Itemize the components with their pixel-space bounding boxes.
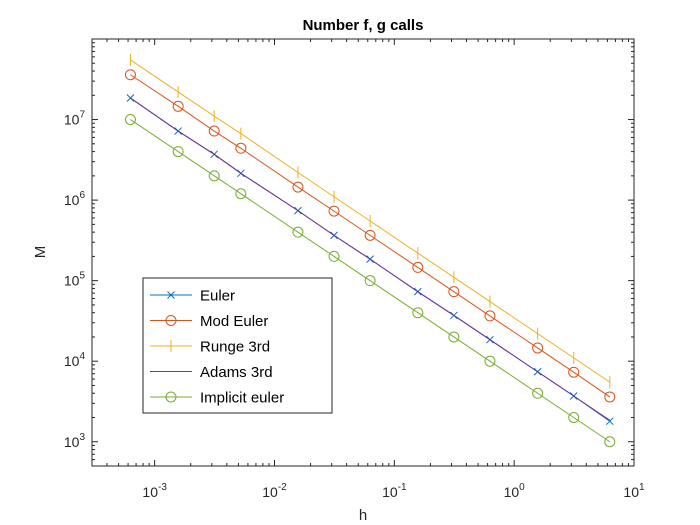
data-point <box>448 286 460 298</box>
y-tick-label: 104 <box>64 351 86 369</box>
x-axis-ticks: 10-3 10-2 10-1 100 101 <box>91 39 645 500</box>
legend-label: Mod Euler <box>200 313 268 330</box>
y-tick-label: 106 <box>64 190 86 208</box>
data-point <box>208 125 220 137</box>
series-runge-3rd <box>129 53 611 389</box>
data-point <box>568 412 580 424</box>
legend: Euler Mod Euler Runge 3rd Adams 3rd Implicit… <box>142 277 333 414</box>
x-tick-label: 10-1 <box>382 482 407 500</box>
chart-title: Number f, g calls <box>303 17 424 34</box>
y-axis-label: M <box>32 246 49 259</box>
x-tick-label: 10-3 <box>142 482 167 500</box>
data-point <box>172 100 184 112</box>
legend-label: Runge 3rd <box>200 339 270 356</box>
x-axis-label: h <box>359 507 367 524</box>
data-point <box>532 387 544 399</box>
data-point <box>124 69 136 81</box>
data-point <box>604 436 616 448</box>
data-point <box>235 188 247 200</box>
data-point <box>328 250 340 262</box>
series-adams-3rd <box>130 97 611 421</box>
data-point <box>208 170 220 182</box>
data-point <box>364 229 376 241</box>
data-point <box>292 181 304 193</box>
data-point <box>412 261 424 273</box>
series-implicit-euler <box>124 114 616 448</box>
series-line <box>130 119 611 443</box>
series-line <box>130 74 611 398</box>
y-tick-label: 105 <box>64 271 86 289</box>
x-tick-label: 101 <box>623 482 645 500</box>
y-tick-label: 107 <box>64 110 86 128</box>
data-point <box>292 226 304 238</box>
legend-marker <box>167 291 175 299</box>
legend-entry: Adams 3rd <box>150 364 273 381</box>
data-point <box>448 331 460 343</box>
data-point <box>124 114 136 126</box>
x-tick-label: 100 <box>504 482 526 500</box>
legend-entry: Euler <box>150 288 235 305</box>
legend-label: Euler <box>200 288 235 305</box>
legend-entry: Implicit euler <box>150 390 284 407</box>
data-point <box>172 146 184 158</box>
legend-marker <box>165 391 177 403</box>
x-tick-label: 10-2 <box>262 482 287 500</box>
data-point <box>532 342 544 354</box>
data-point <box>604 391 616 403</box>
series-line <box>130 97 611 421</box>
data-point <box>568 366 580 378</box>
data-point <box>484 355 496 367</box>
legend-entry: Runge 3rd <box>150 339 270 356</box>
series-mod-euler <box>124 69 616 403</box>
data-point <box>126 94 135 102</box>
data-point <box>328 205 340 217</box>
legend-label: Implicit euler <box>200 390 284 407</box>
data-point <box>412 307 424 319</box>
legend-label: Adams 3rd <box>200 364 273 381</box>
legend-marker <box>165 315 177 326</box>
legend-entry: Mod Euler <box>150 313 268 330</box>
series-group <box>124 53 616 448</box>
y-tick-label: 103 <box>64 432 86 450</box>
data-point <box>364 275 376 287</box>
y-axis-ticks: 103 104 105 106 107 <box>64 42 634 467</box>
data-point <box>235 142 247 154</box>
data-point <box>484 310 496 322</box>
